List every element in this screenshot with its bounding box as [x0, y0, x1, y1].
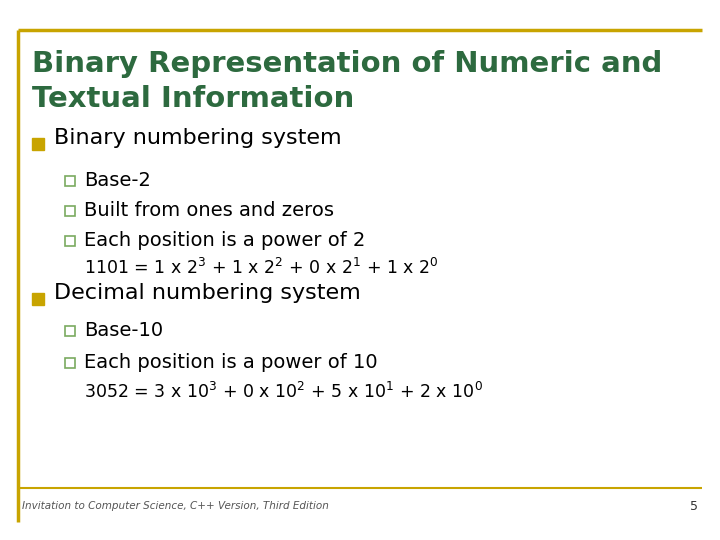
Text: Each position is a power of 10: Each position is a power of 10: [84, 353, 377, 372]
Text: Binary numbering system: Binary numbering system: [54, 128, 341, 148]
Bar: [32, 138, 44, 150]
Text: Base-10: Base-10: [84, 321, 163, 340]
Text: Built from ones and zeros: Built from ones and zeros: [84, 200, 334, 219]
Bar: [65, 358, 75, 368]
Text: Decimal numbering system: Decimal numbering system: [54, 283, 361, 303]
Text: Binary Representation of Numeric and: Binary Representation of Numeric and: [32, 50, 662, 78]
Bar: [65, 206, 75, 216]
Text: 5: 5: [690, 500, 698, 512]
Text: 1101 = 1 x 2$^{3}$ + 1 x 2$^{2}$ + 0 x 2$^{1}$ + 1 x 2$^{0}$: 1101 = 1 x 2$^{3}$ + 1 x 2$^{2}$ + 0 x 2…: [84, 258, 438, 278]
Text: Textual Information: Textual Information: [32, 85, 354, 113]
Bar: [65, 176, 75, 186]
Bar: [32, 293, 44, 305]
Text: Each position is a power of 2: Each position is a power of 2: [84, 231, 365, 249]
Text: 3052 = 3 x 10$^{3}$ + 0 x 10$^{2}$ + 5 x 10$^{1}$ + 2 x 10$^{0}$: 3052 = 3 x 10$^{3}$ + 0 x 10$^{2}$ + 5 x…: [84, 382, 483, 402]
Text: Invitation to Computer Science, C++ Version, Third Edition: Invitation to Computer Science, C++ Vers…: [22, 501, 329, 511]
Text: Base-2: Base-2: [84, 171, 151, 190]
Bar: [65, 236, 75, 246]
Bar: [65, 326, 75, 336]
